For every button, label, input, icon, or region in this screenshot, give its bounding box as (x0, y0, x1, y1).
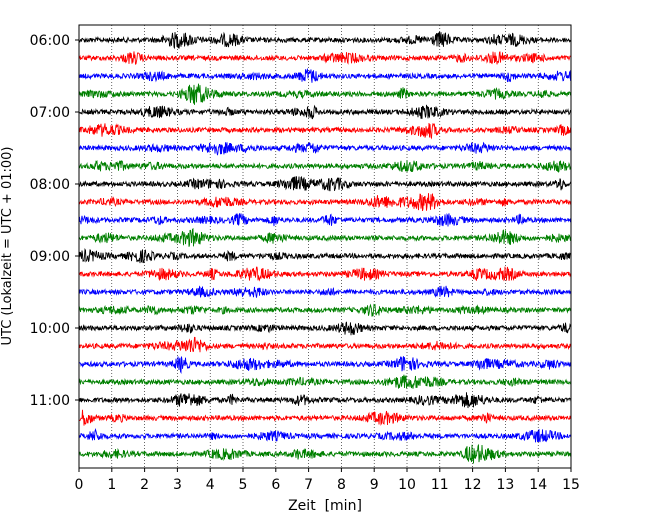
trace-1030 (78, 355, 572, 374)
trace-1045 (78, 374, 572, 389)
x-tick-label-12: 12 (464, 477, 482, 493)
x-tick-label-8: 8 (337, 477, 346, 493)
trace-1000 (78, 321, 572, 336)
trace-0815 (78, 193, 572, 212)
trace-1145 (78, 443, 572, 464)
x-tick-label-15: 15 (562, 477, 580, 493)
trace-1015 (78, 336, 572, 353)
trace-0900 (78, 248, 572, 264)
y-tick-label-4: 10:00 (30, 321, 70, 337)
trace-0845 (78, 227, 572, 247)
x-tick-label-5: 5 (239, 477, 248, 493)
trace-0715 (78, 122, 572, 140)
trace-0600 (78, 31, 572, 50)
x-tick-label-2: 2 (140, 477, 149, 493)
trace-0630 (78, 67, 572, 83)
y-tick-label-3: 09:00 (30, 249, 70, 265)
x-axis-title: Zeit [min] (288, 498, 362, 514)
y-axis-title: UTC (Lokalzeit = UTC + 01:00) (0, 147, 15, 346)
x-tick-label-1: 1 (107, 477, 116, 493)
x-tick-label-13: 13 (496, 477, 514, 493)
trace-0745 (78, 159, 572, 173)
x-tick-label-6: 6 (271, 477, 280, 493)
y-axis-ticks: 06:00 07:00 08:00 09:00 10:00 11:00 (30, 33, 79, 409)
x-tick-label-10: 10 (398, 477, 416, 493)
y-tick-label-0: 06:00 (30, 33, 70, 49)
x-tick-label-9: 9 (370, 477, 379, 493)
trace-0945 (78, 303, 572, 317)
y-tick-label-5: 11:00 (30, 393, 70, 409)
grid-layer (111, 25, 539, 468)
trace-0645 (78, 83, 572, 105)
x-axis-ticks: 0 1 2 3 4 5 6 7 8 9 10 11 12 13 14 15 (75, 468, 580, 493)
x-tick-label-14: 14 (529, 477, 547, 493)
trace-0800 (78, 176, 572, 192)
plot-frame (78, 24, 572, 469)
x-tick-label-4: 4 (206, 477, 215, 493)
x-tick-label-0: 0 (75, 477, 84, 493)
trace-0830 (78, 212, 572, 227)
trace-0730 (78, 141, 572, 156)
x-tick-label-3: 3 (173, 477, 182, 493)
trace-1130 (78, 428, 572, 443)
trace-0915 (78, 266, 572, 282)
trace-1100 (78, 392, 572, 409)
trace-0700 (78, 104, 572, 120)
x-tick-label-7: 7 (304, 477, 313, 493)
x-tick-label-11: 11 (431, 477, 449, 493)
trace-layer (78, 31, 572, 464)
trace-1115 (78, 409, 572, 426)
y-tick-label-1: 07:00 (30, 105, 70, 121)
trace-0930 (78, 285, 572, 298)
trace-0615 (78, 51, 572, 65)
y-tick-label-2: 08:00 (30, 177, 70, 193)
